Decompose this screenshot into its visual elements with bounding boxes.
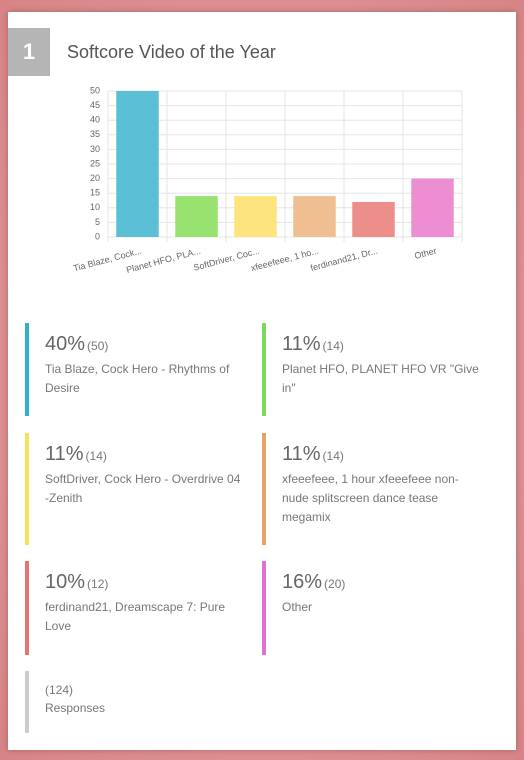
bar — [411, 178, 454, 237]
result-name: SoftDriver, Cock Hero - Overdrive 04 -Ze… — [45, 472, 241, 505]
result-count: (50) — [87, 339, 109, 353]
y-tick-label: 0 — [95, 231, 100, 241]
result-count: (20) — [324, 577, 346, 591]
y-tick-label: 10 — [90, 202, 100, 212]
bar — [175, 196, 218, 237]
y-tick-label: 30 — [90, 144, 100, 154]
result-head: 11% (14) — [282, 433, 482, 466]
y-tick-label: 20 — [90, 173, 100, 183]
result-count: (14) — [85, 449, 107, 463]
result-head: 11% (14) — [45, 433, 245, 466]
result-item: 11% (14) xfeeefeee, 1 hour xfeeefeee non-n… — [262, 433, 482, 545]
x-tick-label: Other — [413, 246, 437, 261]
responses-label: Responses — [45, 701, 106, 715]
result-name: Other — [282, 600, 313, 614]
y-tick-label: 35 — [90, 129, 100, 139]
result-item: 40% (50) Tia Blaze, Cock Hero - Rhythms of… — [25, 323, 245, 416]
result-head: 40% (50) — [45, 323, 245, 356]
result-count: (12) — [87, 577, 109, 591]
result-name: ferdinand21, Dreamscape 7: Pure Love — [45, 600, 226, 633]
result-name: xfeeefeee, 1 hour xfeeefeee non-nude spl… — [282, 472, 459, 524]
chart-title: Softcore Video of the Year — [67, 42, 276, 62]
x-tick-label: xfeeefeee, 1 ho... — [250, 246, 320, 274]
result-name: Planet HFO, PLANET HFO VR "Give in" — [282, 362, 479, 395]
bar — [293, 196, 336, 237]
result-percent: 10% — [45, 571, 86, 593]
y-tick-label: 25 — [90, 158, 100, 168]
result-percent: 40% — [45, 333, 86, 355]
result-item: 16% (20) Other — [262, 561, 482, 655]
responses-count: (124) — [45, 683, 74, 697]
result-item: 11% (14) Planet HFO, PLANET HFO VR "Give i… — [262, 323, 482, 416]
y-tick-label: 45 — [90, 100, 100, 110]
result-item: 10% (12) ferdinand21, Dreamscape 7: Pure L… — [25, 561, 245, 655]
y-tick-label: 50 — [90, 85, 100, 95]
result-head: 16% (20) — [282, 561, 482, 594]
responses: (124) Responses — [25, 671, 245, 733]
result-count: (14) — [322, 339, 344, 353]
result-percent: 16% — [282, 571, 323, 593]
x-tick-label: ferdinand21, Dr... — [309, 246, 378, 274]
result-head: 11% (14) — [282, 323, 482, 356]
result-name: Tia Blaze, Cock Hero - Rhythms of Desire — [45, 362, 230, 395]
bar — [116, 91, 159, 237]
bar — [352, 201, 395, 237]
result-percent: 11% — [282, 443, 321, 465]
result-percent: 11% — [282, 333, 321, 355]
result-percent: 11% — [45, 443, 84, 465]
y-tick-label: 15 — [90, 188, 100, 198]
result-count: (14) — [322, 449, 344, 463]
bar — [234, 196, 277, 237]
y-tick-label: 40 — [90, 115, 100, 125]
y-tick-label: 5 — [95, 217, 100, 227]
rank-badge: 1 — [8, 28, 50, 76]
result-head: 10% (12) — [45, 561, 245, 594]
result-item: 11% (14) SoftDriver, Cock Hero - Overdrive… — [25, 433, 245, 545]
